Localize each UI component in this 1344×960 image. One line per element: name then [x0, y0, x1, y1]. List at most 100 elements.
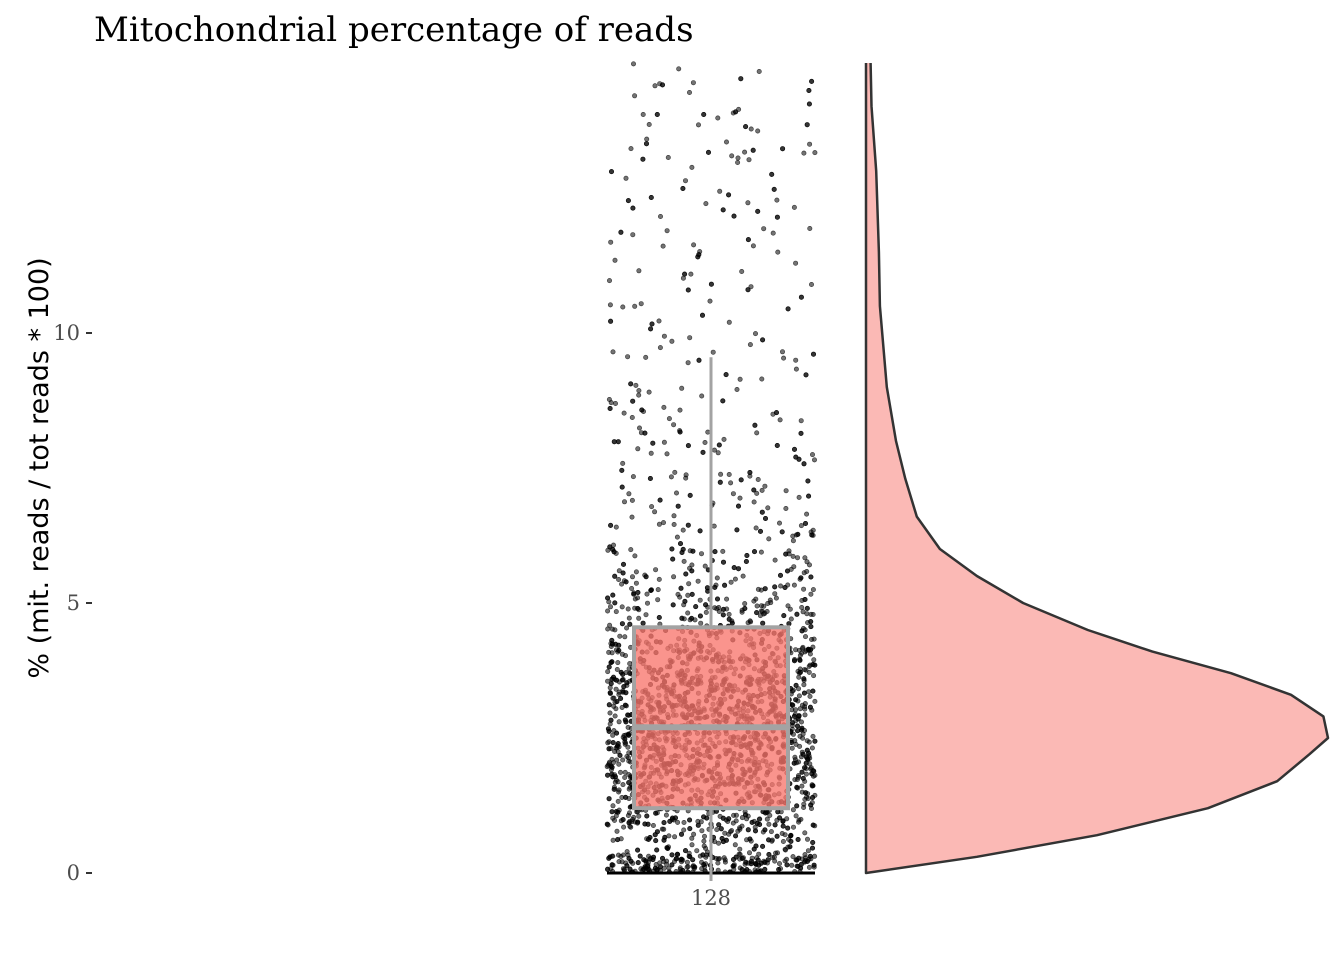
- data-point: [654, 847, 660, 853]
- data-point: [783, 505, 789, 511]
- data-point: [637, 853, 643, 859]
- data-point: [748, 284, 754, 290]
- data-point: [762, 515, 768, 521]
- data-point: [674, 534, 680, 540]
- data-point: [753, 843, 759, 849]
- data-point: [607, 854, 613, 860]
- data-point: [677, 407, 683, 413]
- data-point: [633, 382, 639, 388]
- data-point: [788, 833, 794, 839]
- data-point: [689, 591, 695, 597]
- data-point: [812, 150, 818, 156]
- data-point: [806, 88, 812, 94]
- data-point: [764, 809, 770, 815]
- data-point: [755, 128, 761, 134]
- data-point: [606, 739, 612, 745]
- data-point: [793, 813, 799, 819]
- data-point: [612, 779, 618, 785]
- data-point: [701, 814, 707, 820]
- data-point: [797, 733, 803, 739]
- data-point: [686, 90, 692, 96]
- data-point: [680, 186, 686, 192]
- data-point: [795, 716, 801, 722]
- data-point: [652, 83, 658, 89]
- data-point: [653, 810, 659, 816]
- data-point: [795, 774, 801, 780]
- data-point: [804, 747, 810, 753]
- data-point: [620, 689, 626, 695]
- data-point: [808, 591, 814, 597]
- data-point: [621, 499, 627, 505]
- data-point: [749, 819, 755, 825]
- data-point: [630, 205, 636, 211]
- data-point: [782, 858, 788, 864]
- data-point: [775, 249, 781, 255]
- data-point: [794, 611, 800, 617]
- data-point: [798, 523, 804, 529]
- data-point: [657, 864, 663, 870]
- data-point: [607, 405, 613, 411]
- data-point: [628, 858, 634, 864]
- data-point: [675, 851, 681, 857]
- data-point: [606, 396, 612, 402]
- data-point: [738, 76, 744, 82]
- data-point: [720, 606, 726, 612]
- data-point: [794, 723, 800, 729]
- data-point: [764, 816, 770, 822]
- data-point: [682, 598, 688, 604]
- data-point: [766, 821, 772, 827]
- data-point: [762, 866, 768, 872]
- data-point: [638, 301, 644, 307]
- data-point: [643, 574, 649, 580]
- data-point: [636, 813, 642, 819]
- data-point: [667, 818, 673, 824]
- data-point: [648, 450, 654, 456]
- data-point: [812, 738, 818, 744]
- data-point: [783, 488, 789, 494]
- data-point: [699, 393, 705, 399]
- data-point: [632, 93, 638, 99]
- data-point: [612, 573, 618, 579]
- data-point: [614, 666, 620, 672]
- data-point: [747, 469, 753, 475]
- data-point: [611, 703, 617, 709]
- data-point: [616, 789, 622, 795]
- data-point: [605, 866, 611, 872]
- data-point: [613, 609, 619, 615]
- data-point: [752, 331, 758, 337]
- data-point: [791, 658, 797, 664]
- data-point: [687, 854, 693, 860]
- data-point: [767, 812, 773, 818]
- data-point: [703, 201, 709, 207]
- data-point: [609, 771, 615, 777]
- data-point: [666, 833, 672, 839]
- data-point: [774, 850, 780, 856]
- data-point: [664, 228, 670, 234]
- data-point: [630, 61, 636, 67]
- density-half-violin: [864, 62, 1330, 875]
- data-point: [796, 456, 802, 462]
- data-point: [804, 559, 810, 565]
- data-point: [742, 149, 748, 155]
- data-point: [691, 242, 697, 248]
- data-point: [760, 843, 766, 849]
- data-point: [620, 460, 626, 466]
- data-point: [695, 122, 701, 128]
- data-point: [733, 812, 739, 818]
- data-point: [755, 476, 761, 482]
- data-point: [802, 520, 808, 526]
- data-point: [615, 798, 621, 804]
- data-point: [619, 581, 625, 587]
- data-point: [768, 600, 774, 606]
- data-point: [738, 477, 744, 483]
- data-point: [703, 602, 709, 608]
- data-point: [720, 559, 726, 565]
- data-point: [712, 549, 718, 555]
- data-point: [701, 838, 707, 844]
- data-point: [683, 571, 689, 577]
- data-point: [812, 662, 818, 668]
- data-point: [669, 852, 675, 858]
- data-point: [803, 754, 809, 760]
- data-point: [762, 610, 768, 616]
- data-point: [633, 569, 639, 575]
